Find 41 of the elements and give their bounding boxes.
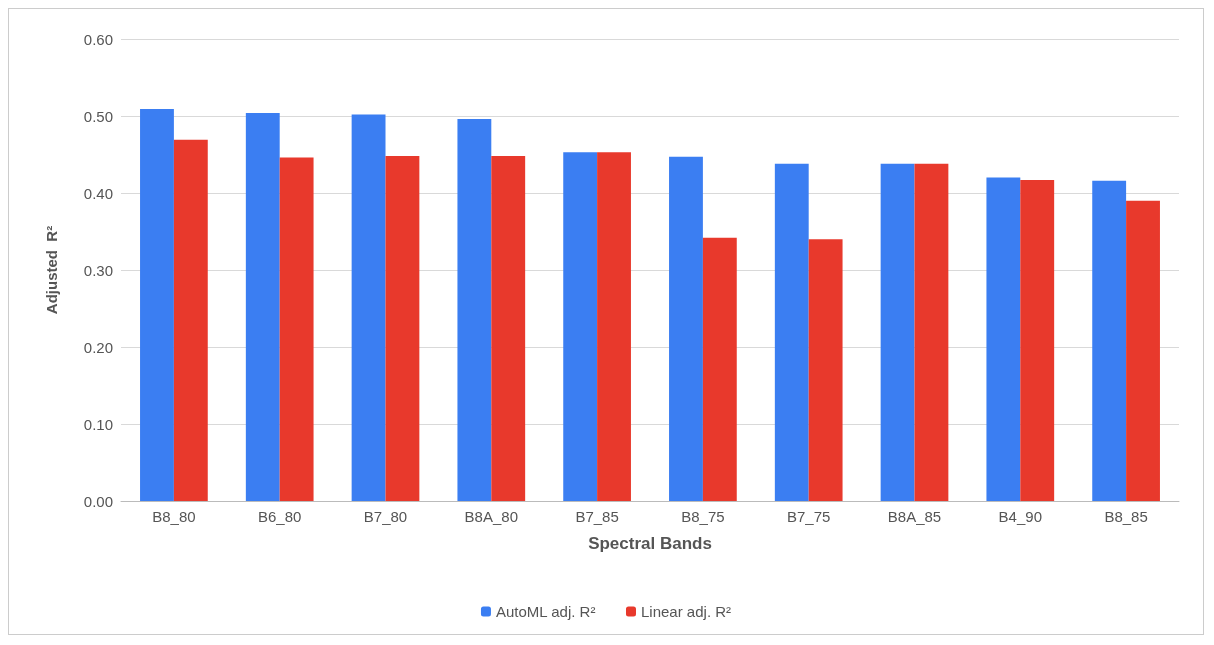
legend-label: Linear adj. R² — [641, 603, 732, 620]
y-axis-title: Adjusted R² — [43, 225, 60, 315]
y-tick-label: 0.60 — [83, 30, 113, 48]
bar — [457, 119, 492, 501]
y-tick-label: 0.50 — [83, 107, 113, 125]
x-tick-label: B8_85 — [1104, 508, 1148, 525]
bar — [669, 156, 703, 501]
bar — [1020, 179, 1055, 501]
bar — [986, 177, 1021, 501]
y-tick-label: 0.40 — [83, 184, 113, 202]
bar — [140, 109, 174, 501]
x-tick-label: B7_85 — [575, 508, 619, 525]
bar — [808, 239, 843, 501]
legend-label: AutoML adj. R² — [495, 603, 596, 620]
x-tick-label: B6_80 — [258, 508, 302, 525]
bar — [880, 163, 915, 501]
bar — [914, 163, 949, 501]
bar — [173, 139, 208, 501]
bar — [491, 156, 526, 501]
y-tick-label: 0.30 — [83, 261, 113, 279]
x-tick-label: B8_75 — [681, 508, 725, 525]
x-tick-label: B8_80 — [152, 508, 196, 525]
x-tick-label: B7_80 — [363, 508, 408, 525]
y-tick-label: 0.00 — [83, 492, 113, 510]
bar — [245, 112, 280, 501]
x-tick-label: B4_90 — [998, 508, 1042, 525]
y-tick-label: 0.20 — [83, 338, 113, 356]
bar — [597, 152, 631, 501]
bar — [774, 163, 809, 501]
x-tick-label: B8A_85 — [887, 508, 942, 525]
bar — [563, 152, 598, 501]
bar — [1126, 200, 1160, 501]
x-tick-label: B8A_80 — [464, 508, 518, 525]
x-axis-title: Spectral Bands — [588, 534, 712, 553]
bar — [702, 237, 737, 501]
x-tick-label: B7_75 — [787, 508, 831, 525]
bar — [351, 114, 386, 501]
bar — [279, 157, 314, 501]
bar — [1092, 180, 1127, 501]
y-tick-label: 0.10 — [83, 415, 113, 433]
bar — [385, 156, 420, 501]
